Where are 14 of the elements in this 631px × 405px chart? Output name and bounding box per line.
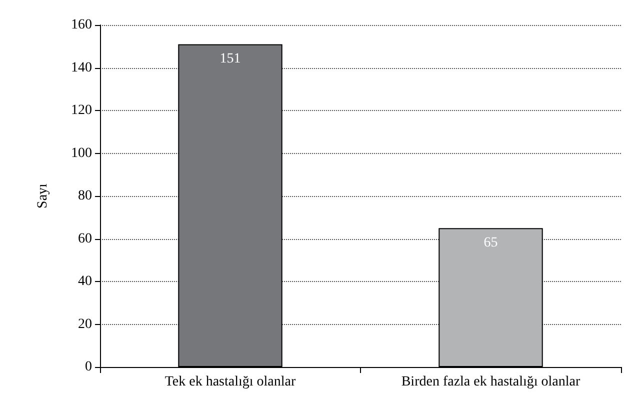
- y-tick-label: 120: [71, 103, 92, 118]
- y-tick-label: 100: [71, 146, 92, 161]
- y-axis-title: Sayı: [36, 183, 50, 208]
- x-tick-label: Tek ek hastalığı olanlar: [164, 374, 296, 390]
- x-tick-label: Birden fazla ek hastalığı olanlar: [401, 374, 580, 390]
- y-tick-label: 40: [78, 274, 92, 289]
- y-tick-label: 80: [78, 188, 92, 204]
- data-label: 65: [484, 236, 498, 251]
- y-tick-label: 20: [78, 316, 92, 332]
- data-label: 151: [220, 52, 241, 67]
- y-tick-label: 140: [71, 60, 92, 76]
- y-tick-label: 0: [85, 360, 92, 374]
- y-tick-label: 160: [71, 18, 92, 32]
- y-tick-label: 60: [78, 231, 92, 246]
